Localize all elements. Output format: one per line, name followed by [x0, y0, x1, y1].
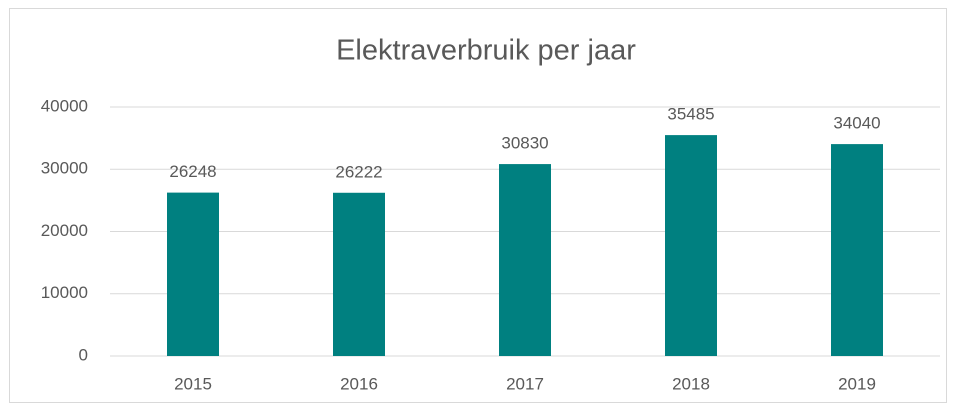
bar — [499, 164, 551, 356]
x-tick-label: 2019 — [838, 374, 876, 393]
y-tick-label: 20000 — [41, 221, 88, 240]
bar — [167, 192, 219, 356]
chart-border — [9, 8, 947, 403]
data-label: 26222 — [335, 162, 382, 181]
y-tick-label: 30000 — [41, 159, 88, 178]
y-tick-label: 10000 — [41, 283, 88, 302]
chart-title: Elektraverbruik per jaar — [336, 35, 636, 67]
x-tick-label: 2016 — [340, 374, 378, 393]
x-tick-label: 2018 — [672, 374, 710, 393]
y-tick-label: 0 — [79, 345, 88, 364]
x-tick-label: 2015 — [174, 374, 212, 393]
bar — [665, 135, 717, 356]
data-label: 35485 — [667, 105, 714, 124]
data-label: 26248 — [169, 162, 216, 181]
bar — [831, 144, 883, 356]
bar — [333, 192, 385, 356]
data-label: 34040 — [833, 114, 880, 133]
x-tick-label: 2017 — [506, 374, 544, 393]
data-label: 30830 — [501, 134, 548, 153]
y-tick-label: 40000 — [41, 96, 88, 115]
